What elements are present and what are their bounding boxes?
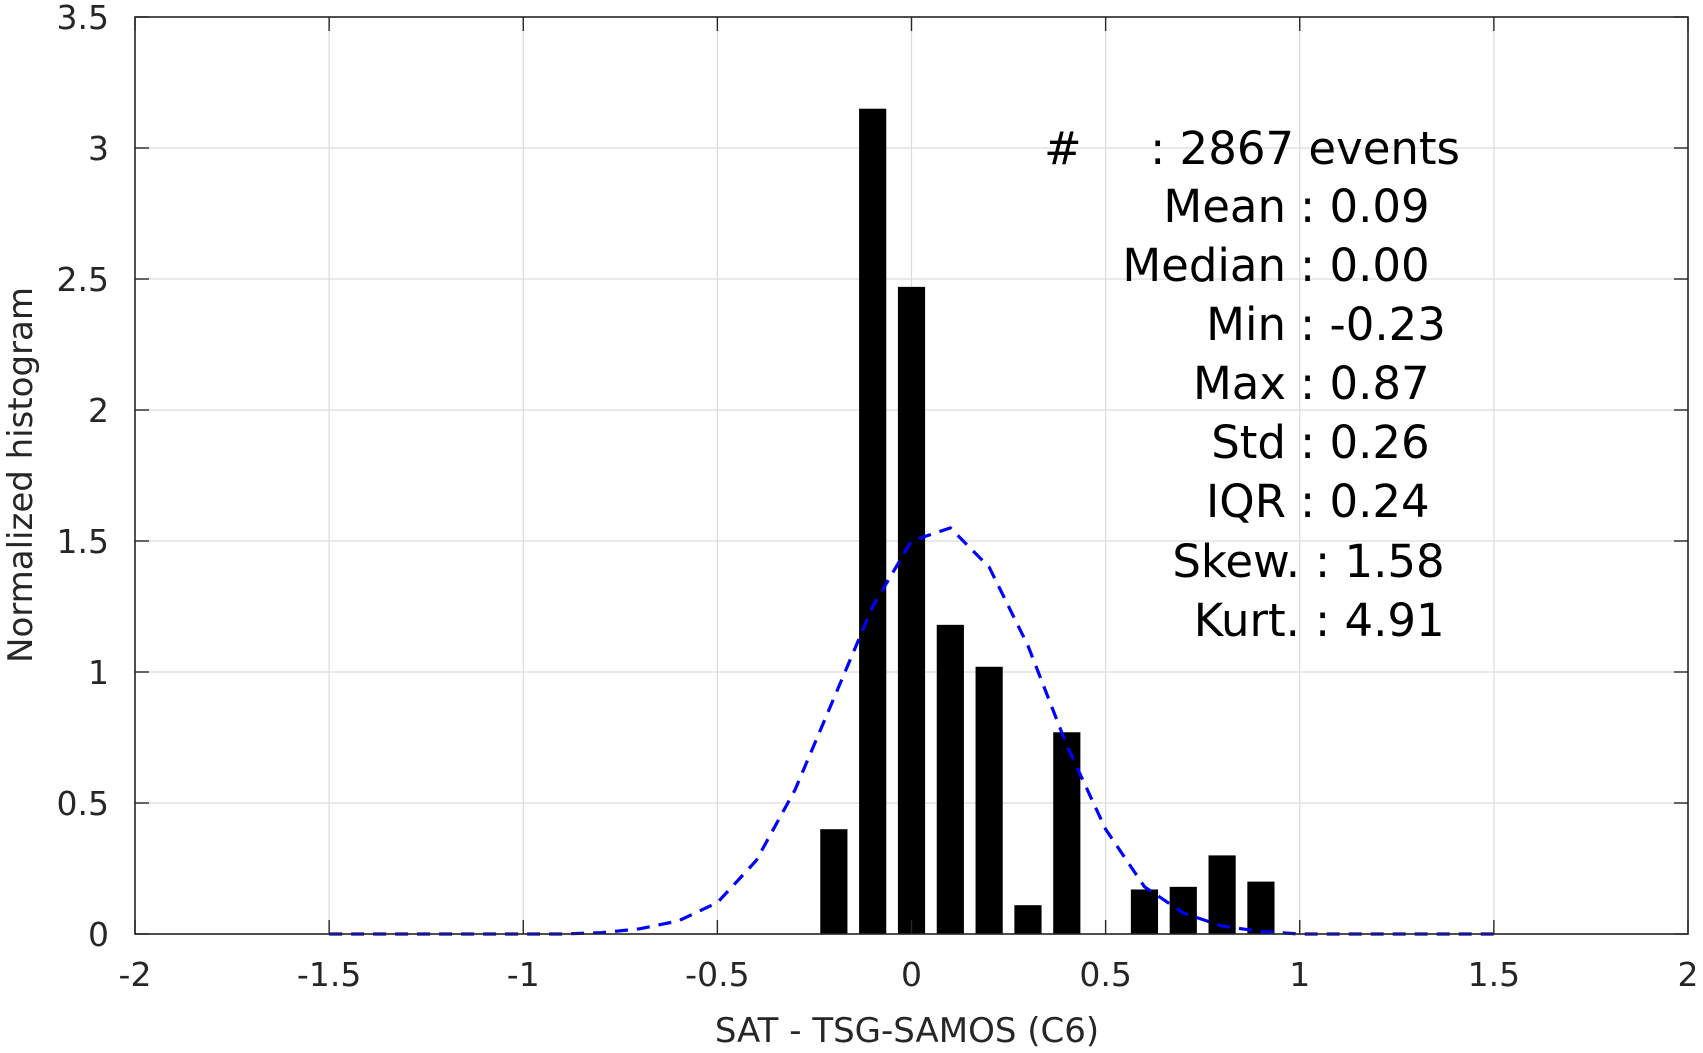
histogram-bar: [1169, 886, 1197, 934]
y-tick-label: 1: [88, 653, 109, 692]
x-tick-label: 1: [1289, 955, 1310, 994]
histogram-bar: [1208, 855, 1236, 934]
stat-label: Kurt.: [1194, 594, 1300, 647]
histogram-bar: [820, 829, 848, 934]
plot-frame: [134, 16, 1689, 935]
stat-label: Std: [1211, 416, 1286, 469]
histogram-bar: [1053, 732, 1081, 934]
y-tick-label: 1.5: [57, 522, 109, 561]
x-tick-label: -2: [119, 955, 152, 994]
x-axis-label: SAT - TSG-SAMOS (C6): [715, 1011, 1099, 1051]
stat-label: Median: [1122, 239, 1286, 292]
y-axis-label: Normalized histogram: [1, 287, 41, 663]
y-tick-label: 3.5: [57, 0, 109, 37]
stat-value: : 0.09: [1300, 180, 1430, 233]
stat-count-label: #: [1044, 122, 1082, 175]
x-tick-label: 1.5: [1468, 955, 1520, 994]
x-tick-label: 2: [1678, 955, 1699, 994]
x-tick-label: -0.5: [685, 955, 749, 994]
axes: [134, 16, 1689, 935]
histogram-bar: [1014, 905, 1042, 934]
stat-value: : 0.00: [1300, 239, 1430, 292]
tick-labels: -2 -1.5 -1 -0.5 0 0.5 1 1.5 2 0 0.5 1 1.5 2 2.5 3 3.5: [57, 0, 1699, 994]
stat-label: Max: [1193, 357, 1286, 410]
stat-label: Min: [1206, 298, 1286, 351]
stat-count-value: : 2867 events: [1150, 122, 1460, 175]
y-tick-label: 2.5: [57, 260, 109, 299]
y-tick-label: 0.5: [57, 784, 109, 823]
y-tick-label: 3: [88, 129, 109, 168]
stat-value: : 4.91: [1315, 594, 1445, 647]
x-tick-label: 0: [901, 955, 922, 994]
histogram-bar: [859, 108, 887, 934]
histogram-bar: [897, 286, 926, 934]
stat-value: : 1.58: [1315, 535, 1445, 588]
histogram-bar: [1130, 889, 1159, 934]
statistics-annotation: # : 2867 events Mean : 0.09 Median : 0.00 Mi…: [1044, 122, 1460, 647]
stat-rows: Mean : 0.09 Median : 0.00 Min : -0.23 Max : 0.8…: [1122, 180, 1446, 647]
stat-label: IQR: [1206, 475, 1286, 528]
stat-label: Mean: [1163, 180, 1286, 233]
x-tick-label: -1: [507, 955, 540, 994]
stat-value: : -0.23: [1300, 298, 1446, 351]
x-tick-label: 0.5: [1079, 955, 1131, 994]
histogram-bar: [936, 624, 964, 934]
stat-value: : 0.24: [1300, 475, 1430, 528]
histogram-bar: [1247, 881, 1275, 934]
histogram-bars: [820, 108, 1275, 934]
stat-label: Skew.: [1172, 535, 1300, 588]
y-tick-label: 2: [88, 391, 109, 430]
stat-value: : 0.87: [1300, 357, 1430, 410]
histogram-bar: [975, 666, 1003, 934]
x-tick-label: -1.5: [297, 955, 361, 994]
stat-value: : 0.26: [1300, 416, 1430, 469]
y-tick-label: 0: [88, 915, 109, 954]
